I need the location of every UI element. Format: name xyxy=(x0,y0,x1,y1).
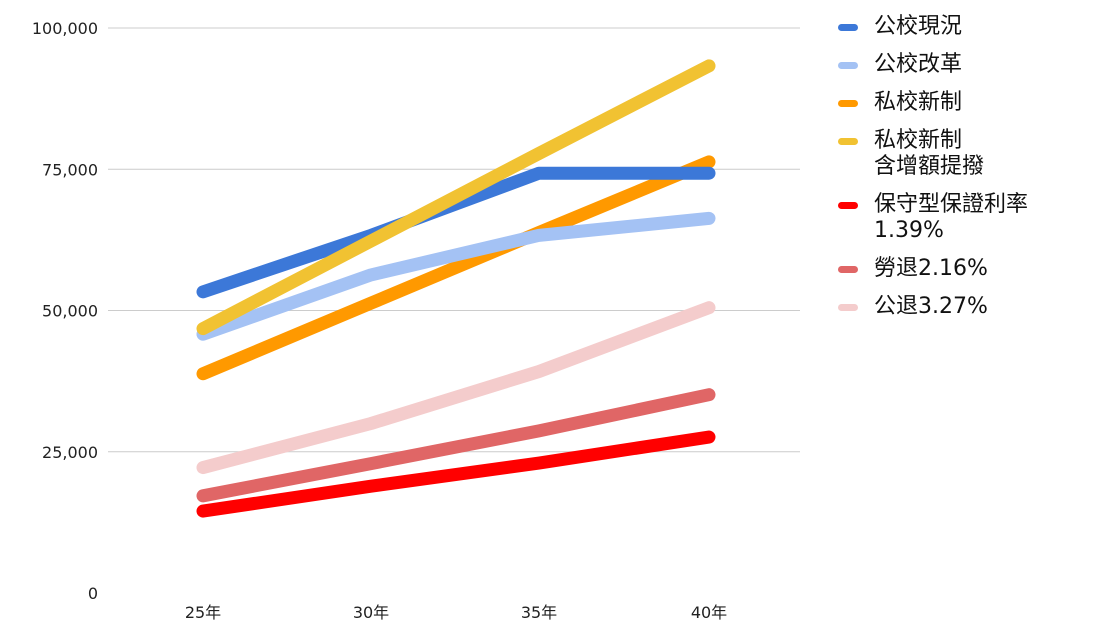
legend-swatch xyxy=(838,62,858,69)
y-axis-ticks: 100,000 75,000 50,000 25,000 0 xyxy=(32,19,98,603)
line-chart: 100,000 75,000 50,000 25,000 0 25年 30年 35年 40年 xyxy=(32,19,800,622)
x-tick-label: 35年 xyxy=(521,603,557,622)
x-tick-label: 40年 xyxy=(691,603,727,622)
x-tick-label: 25年 xyxy=(185,603,221,622)
y-tick-label: 50,000 xyxy=(42,302,98,321)
series-lines xyxy=(196,59,716,518)
legend-swatch xyxy=(838,24,858,31)
legend-item: 公校現況 xyxy=(838,14,1093,40)
legend-swatch xyxy=(838,202,858,209)
legend-swatch xyxy=(838,304,858,311)
y-tick-label: 75,000 xyxy=(42,160,98,179)
legend-item: 公退3.27% xyxy=(838,294,1093,320)
legend-item: 保守型保證利率 1.39% xyxy=(838,192,1093,244)
legend-label: 私校新制 xyxy=(874,90,963,115)
legend-label: 公校改革 xyxy=(874,52,963,77)
chart-legend: 公校現況公校改革私校新制私校新制 含增額提撥 保守型保證利率 1.39% 勞退2.16%… xyxy=(838,14,1093,332)
grid-lines xyxy=(108,27,800,453)
legend-label: 勞退2.16% xyxy=(874,256,988,281)
legend-label: 公退3.27% xyxy=(874,294,988,319)
legend-item: 私校新制 含增額提撥 xyxy=(838,128,1093,180)
series-line xyxy=(196,388,716,503)
series-line xyxy=(196,430,716,518)
series-line xyxy=(196,211,716,341)
legend-item: 勞退2.16% xyxy=(838,256,1093,282)
x-tick-label: 30年 xyxy=(353,603,389,622)
y-tick-label: 100,000 xyxy=(32,19,98,38)
y-tick-label: 25,000 xyxy=(42,443,98,462)
series-line xyxy=(196,155,716,381)
legend-label: 公校現況 xyxy=(874,14,963,39)
x-axis-ticks: 25年 30年 35年 40年 xyxy=(185,603,727,622)
legend-item: 公校改革 xyxy=(838,52,1093,78)
series-line xyxy=(196,301,716,475)
legend-label: 私校新制 含增額提撥 xyxy=(874,128,985,179)
legend-swatch xyxy=(838,266,858,273)
legend-swatch xyxy=(838,100,858,107)
legend-item: 私校新制 xyxy=(838,90,1093,116)
legend-label: 保守型保證利率 1.39% xyxy=(874,192,1029,243)
series-line xyxy=(196,59,716,336)
legend-swatch xyxy=(838,138,858,145)
y-tick-label: 0 xyxy=(88,584,98,603)
